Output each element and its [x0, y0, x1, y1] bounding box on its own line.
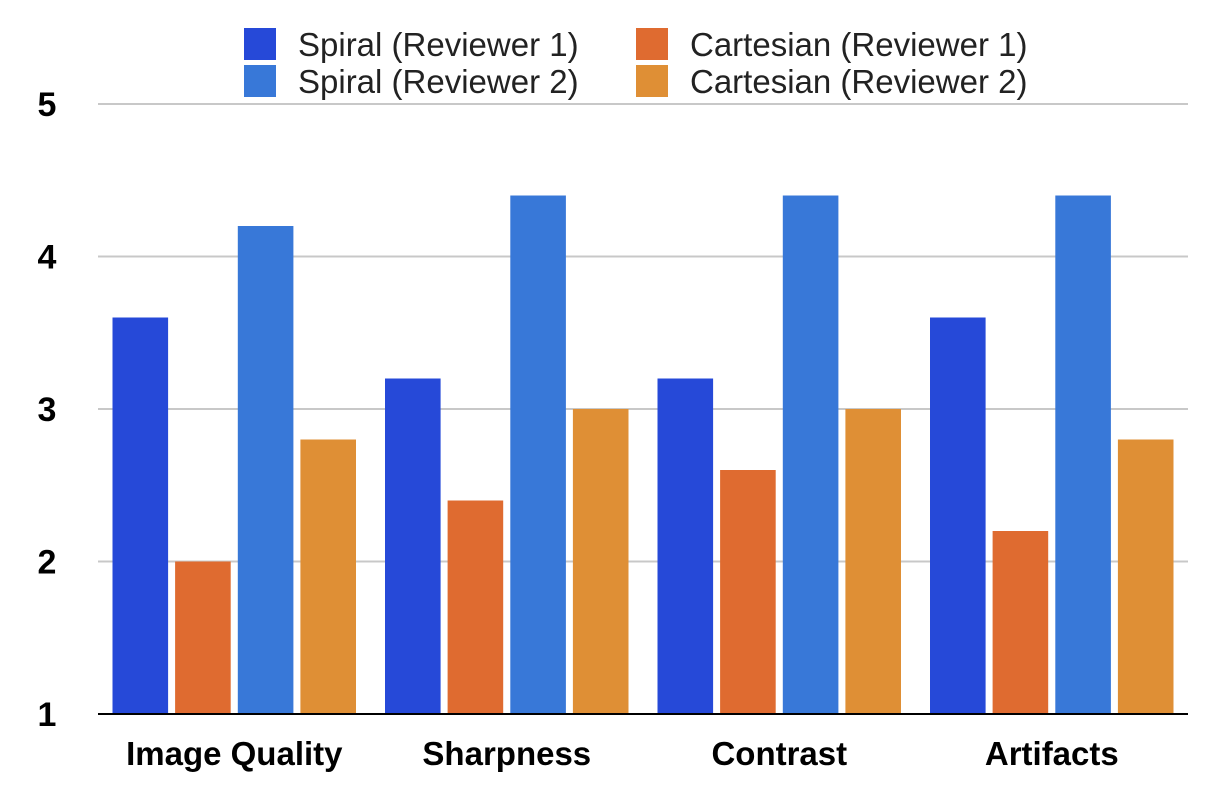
x-tick-label: Contrast: [711, 735, 847, 772]
legend-label: Spiral (Reviewer 2): [298, 63, 579, 100]
legend-label: Cartesian (Reviewer 2): [690, 63, 1027, 100]
legend-label: Spiral (Reviewer 1): [298, 26, 579, 63]
bar: [720, 470, 776, 714]
bar: [782, 195, 839, 714]
y-axis-ticks: 1 2 3 4 5: [38, 86, 57, 734]
bar: [572, 409, 629, 714]
x-tick-label: Sharpness: [422, 735, 591, 772]
bar: [385, 378, 441, 714]
bar: [992, 531, 1049, 714]
legend-swatch: [636, 28, 668, 60]
y-tick-label: 3: [38, 391, 57, 429]
bar: [1055, 195, 1111, 714]
bar: [175, 561, 231, 714]
legend-label: Cartesian (Reviewer 1): [690, 26, 1027, 63]
legend-swatch: [244, 28, 276, 60]
x-axis-ticks: Image Quality Sharpness Contrast Artifacts: [126, 735, 1119, 772]
bars: [112, 195, 1174, 714]
bar: [510, 195, 566, 714]
bar: [657, 378, 714, 714]
legend-swatch: [244, 65, 276, 97]
legend-swatch: [636, 65, 668, 97]
bar: [237, 226, 294, 714]
legend: Spiral (Reviewer 1) Cartesian (Reviewer 1…: [244, 26, 1027, 100]
x-tick-label: Artifacts: [985, 735, 1119, 772]
bar: [845, 409, 901, 714]
bar: [1117, 439, 1174, 714]
bar: [930, 317, 986, 714]
bar: [112, 317, 169, 714]
bar: [300, 439, 356, 714]
bar: [447, 500, 504, 714]
y-tick-label: 1: [38, 696, 57, 734]
y-tick-label: 4: [38, 239, 57, 277]
y-tick-label: 2: [38, 544, 57, 582]
y-tick-label: 5: [38, 86, 57, 124]
x-tick-label: Image Quality: [126, 735, 343, 772]
